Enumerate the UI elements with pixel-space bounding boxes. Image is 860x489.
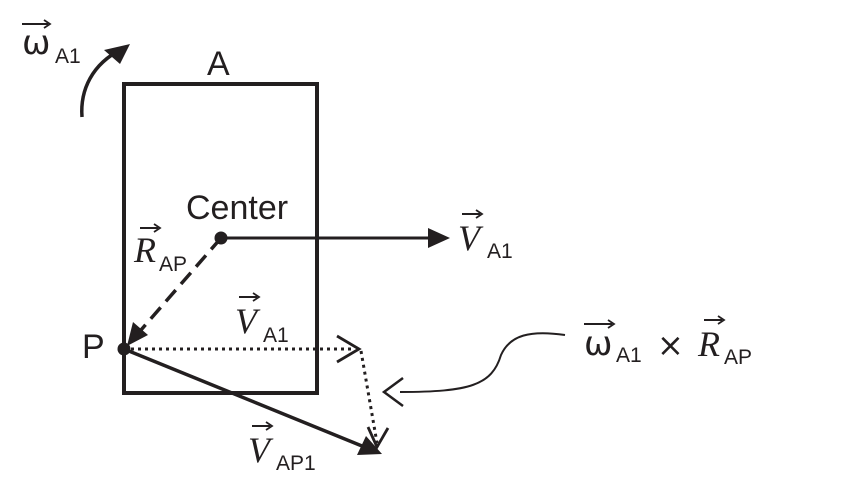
rotation-component-dotted bbox=[359, 350, 379, 444]
cross-product-symbol: × bbox=[657, 326, 684, 364]
rotation-component-open-head bbox=[366, 426, 390, 451]
r-ap-overarrow bbox=[153, 223, 162, 233]
velocity-p-resultant-arrowhead bbox=[357, 436, 382, 455]
cross-r-overarrow bbox=[717, 315, 726, 325]
rotation-arrowhead bbox=[104, 44, 130, 64]
cross-r-symbol: R bbox=[697, 324, 720, 364]
cross-omega-subscript: A1 bbox=[616, 344, 642, 367]
omega-label-subscript: A1 bbox=[55, 45, 81, 68]
position-vector-r-ap bbox=[139, 236, 223, 332]
cross-r-subscript: AP bbox=[724, 346, 752, 369]
v-a1-p-subscript: A1 bbox=[263, 324, 289, 347]
center-label: Center bbox=[186, 189, 288, 227]
omega-label-overarrow bbox=[43, 19, 52, 29]
cross-omega-symbol: ω bbox=[584, 324, 612, 364]
velocity-p-translation-open-head bbox=[336, 334, 362, 364]
r-ap-symbol: R bbox=[133, 230, 156, 270]
v-a1-center-overarrow bbox=[475, 209, 484, 219]
velocity-center-arrowhead bbox=[428, 228, 450, 248]
velocity-p-resultant bbox=[123, 347, 363, 448]
center-point bbox=[214, 231, 228, 245]
point-label-p: P bbox=[82, 328, 105, 366]
cross-omega-overarrow bbox=[607, 319, 616, 329]
v-a1-center-symbol: V bbox=[458, 218, 484, 258]
omega-label-symbol: ω bbox=[22, 23, 50, 63]
callout-curve bbox=[399, 332, 566, 393]
callout-arrowhead bbox=[381, 376, 404, 408]
v-a1-p-symbol: V bbox=[235, 301, 261, 341]
v-ap1-overarrow bbox=[265, 421, 274, 431]
v-ap1-symbol: V bbox=[248, 430, 274, 470]
position-vector-arrowhead bbox=[127, 322, 148, 346]
body-label-a: A bbox=[207, 45, 230, 83]
v-a1-center-subscript: A1 bbox=[487, 240, 513, 263]
v-ap1-subscript: AP1 bbox=[276, 452, 316, 475]
point-p bbox=[117, 342, 131, 356]
v-a1-p-overarrow bbox=[252, 292, 261, 302]
r-ap-subscript: AP bbox=[159, 253, 187, 276]
